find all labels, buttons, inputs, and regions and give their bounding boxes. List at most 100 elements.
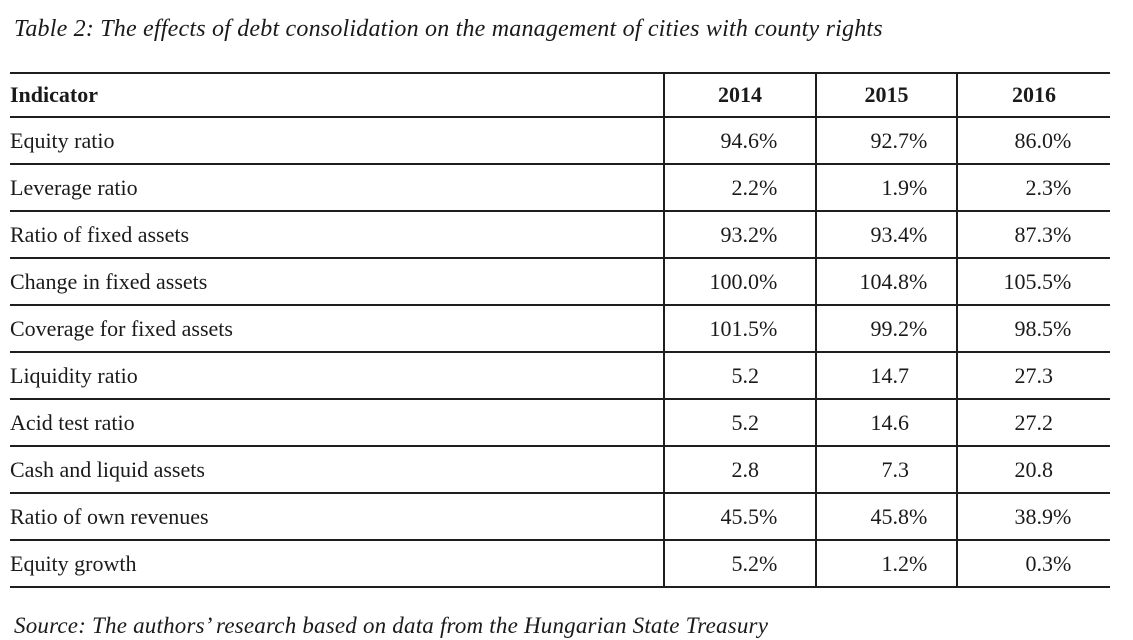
value-number: 87.3: [1014, 221, 1054, 247]
value-number: 1.2: [881, 550, 910, 576]
column-header-year-2015: 2015: [815, 73, 957, 118]
value-number: 7.3: [881, 456, 910, 482]
value-cell-2016: 98.5%: [956, 305, 1110, 353]
percent-sign: %: [1053, 268, 1072, 294]
table-row: Ratio of own revenues 45.5% 45.8% 38.9%: [10, 493, 1110, 541]
percent-sign: %: [1053, 315, 1072, 341]
row-label: Coverage for fixed assets: [10, 305, 664, 353]
percent-sign: %: [759, 550, 778, 576]
value-number: 92.7: [870, 127, 910, 153]
value-number: 0.3: [1025, 550, 1054, 576]
table-row: Equity growth 5.2% 1.2% 0.3%: [10, 540, 1110, 588]
percent-sign: %: [1053, 174, 1072, 200]
row-label: Change in fixed assets: [10, 258, 664, 306]
percent-sign: %: [759, 174, 778, 200]
column-header-indicator: Indicator: [10, 73, 664, 118]
value-number: 2.3: [1025, 174, 1054, 200]
table-row: Liquidity ratio 5.2 14.7 27.3: [10, 352, 1110, 400]
row-label: Equity growth: [10, 540, 664, 588]
value-number: 45.8: [870, 503, 910, 529]
value-number: 99.2: [870, 315, 910, 341]
indicators-table: Indicator 2014 2015 2016 Equity ratio 94…: [10, 72, 1110, 588]
value-cell-2016: 0.3%: [956, 540, 1110, 588]
value-cell-2014: 5.2: [663, 352, 816, 400]
table-row: Ratio of fixed assets 93.2% 93.4% 87.3%: [10, 211, 1110, 259]
value-number: 86.0: [1014, 127, 1054, 153]
value-cell-2014: 93.2%: [663, 211, 816, 259]
value-cell-2014: 2.8: [663, 446, 816, 494]
row-label: Cash and liquid assets: [10, 446, 664, 494]
value-cell-2015: 93.4%: [815, 211, 957, 259]
value-number: 14.7: [870, 362, 910, 388]
value-number: 98.5: [1014, 315, 1054, 341]
percent-sign: %: [1053, 503, 1072, 529]
value-number: 5.2: [731, 550, 760, 576]
column-header-year-2014: 2014: [663, 73, 816, 118]
percent-sign: %: [909, 127, 928, 153]
value-cell-2015: 7.3: [815, 446, 957, 494]
percent-sign: %: [1053, 550, 1072, 576]
value-cell-2014: 94.6%: [663, 117, 816, 165]
value-cell-2015: 1.2%: [815, 540, 957, 588]
value-number: 2.8: [731, 456, 760, 482]
value-cell-2014: 5.2: [663, 399, 816, 447]
value-cell-2015: 14.6: [815, 399, 957, 447]
table-row: Leverage ratio 2.2% 1.9% 2.3%: [10, 164, 1110, 212]
value-number: 5.2: [731, 409, 760, 435]
value-number: 105.5: [1003, 268, 1054, 294]
table-row: Coverage for fixed assets 101.5% 99.2% 9…: [10, 305, 1110, 353]
value-cell-2015: 99.2%: [815, 305, 957, 353]
value-cell-2014: 5.2%: [663, 540, 816, 588]
percent-sign: %: [1053, 221, 1072, 247]
value-cell-2015: 45.8%: [815, 493, 957, 541]
value-number: 2.2: [731, 174, 760, 200]
value-number: 93.2: [720, 221, 760, 247]
source-note: Source: The authors’ research based on d…: [14, 613, 769, 638]
percent-sign: %: [759, 315, 778, 341]
value-cell-2014: 45.5%: [663, 493, 816, 541]
value-cell-2015: 1.9%: [815, 164, 957, 212]
percent-sign: %: [909, 221, 928, 247]
percent-sign: %: [759, 221, 778, 247]
column-header-year-2016: 2016: [956, 73, 1110, 118]
value-cell-2016: 38.9%: [956, 493, 1110, 541]
value-number: 38.9: [1014, 503, 1054, 529]
value-number: 100.0: [709, 268, 760, 294]
value-cell-2014: 2.2%: [663, 164, 816, 212]
table-row: Acid test ratio 5.2 14.6 27.2: [10, 399, 1110, 447]
percent-sign: %: [909, 550, 928, 576]
header-row: Indicator 2014 2015 2016: [10, 73, 1110, 118]
value-number: 93.4: [870, 221, 910, 247]
row-label: Ratio of own revenues: [10, 493, 664, 541]
row-label: Leverage ratio: [10, 164, 664, 212]
value-number: 27.3: [1014, 362, 1054, 388]
value-cell-2015: 104.8%: [815, 258, 957, 306]
value-cell-2014: 100.0%: [663, 258, 816, 306]
percent-sign: %: [909, 503, 928, 529]
table-row: Change in fixed assets 100.0% 104.8% 105…: [10, 258, 1110, 306]
row-label: Liquidity ratio: [10, 352, 664, 400]
row-label: Ratio of fixed assets: [10, 211, 664, 259]
table-caption: Table 2: The effects of debt consolidati…: [14, 16, 883, 42]
percent-sign: %: [759, 127, 778, 153]
value-cell-2015: 14.7: [815, 352, 957, 400]
value-cell-2015: 92.7%: [815, 117, 957, 165]
value-number: 27.2: [1014, 409, 1054, 435]
table-body: Equity ratio 94.6% 92.7% 86.0% Leverage …: [10, 117, 1110, 588]
table-row: Cash and liquid assets 2.8 7.3 20.8: [10, 446, 1110, 494]
value-cell-2016: 87.3%: [956, 211, 1110, 259]
value-cell-2016: 27.3: [956, 352, 1110, 400]
value-cell-2016: 27.2: [956, 399, 1110, 447]
percent-sign: %: [759, 268, 778, 294]
row-label: Equity ratio: [10, 117, 664, 165]
value-cell-2016: 20.8: [956, 446, 1110, 494]
value-cell-2016: 86.0%: [956, 117, 1110, 165]
value-number: 45.5: [720, 503, 760, 529]
percent-sign: %: [759, 503, 778, 529]
value-number: 14.6: [870, 409, 910, 435]
percent-sign: %: [909, 174, 928, 200]
value-number: 104.8: [859, 268, 910, 294]
value-cell-2016: 105.5%: [956, 258, 1110, 306]
